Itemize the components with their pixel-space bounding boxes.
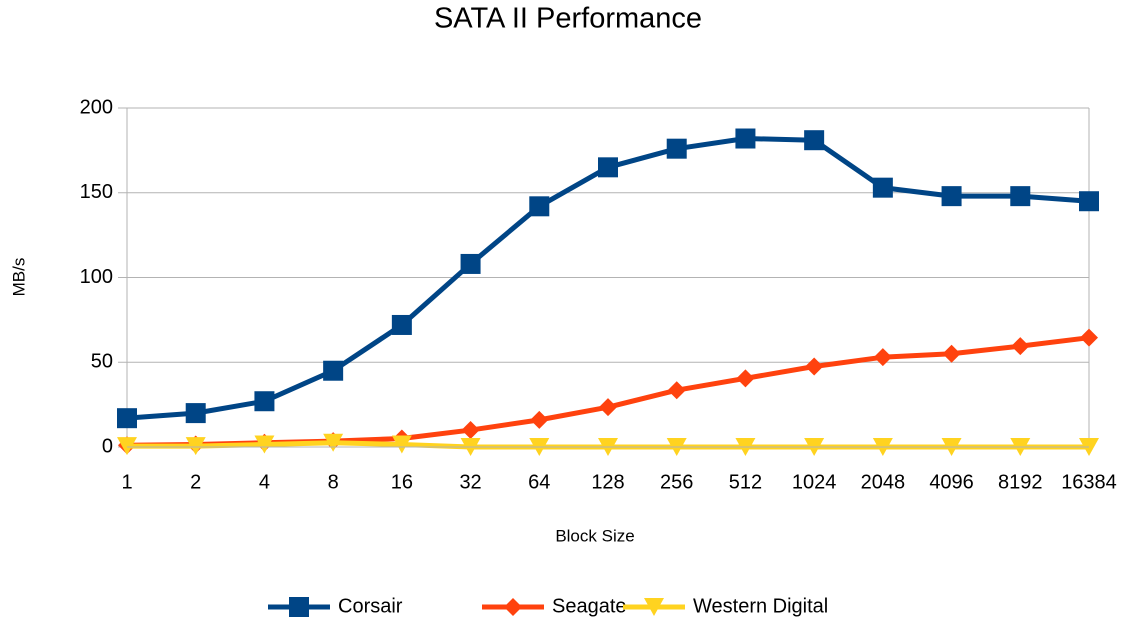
legend-marker: [289, 597, 309, 617]
x-tick-label: 8: [328, 471, 339, 493]
marker: [460, 253, 481, 274]
series: [117, 433, 1099, 456]
marker: [872, 177, 893, 198]
x-tick-label: 2048: [861, 471, 906, 493]
marker: [185, 403, 206, 424]
marker: [530, 410, 549, 429]
marker: [804, 130, 825, 151]
marker: [941, 186, 962, 207]
marker: [254, 435, 275, 454]
x-tick-label: 128: [591, 471, 624, 493]
x-tick-label: 512: [729, 471, 762, 493]
line: [126, 136, 1090, 421]
x-tick-label: 8192: [998, 471, 1043, 493]
marker: [942, 344, 961, 363]
legend-label: Western Digital: [693, 595, 828, 617]
marker: [529, 196, 550, 217]
x-tick-label: 2: [190, 471, 201, 493]
y-tick-label: 150: [80, 181, 113, 203]
x-tick-label: 64: [528, 471, 550, 493]
y-tick-label: 100: [80, 266, 113, 288]
marker: [598, 157, 618, 178]
marker: [323, 433, 344, 452]
x-tick-label: 32: [459, 471, 481, 493]
chart-title: SATA II Performance: [434, 3, 702, 35]
marker: [323, 360, 344, 381]
marker: [1011, 337, 1030, 356]
x-tick-label: 4096: [929, 471, 974, 493]
y-axis-label: MB/s: [9, 258, 28, 297]
marker: [599, 398, 617, 417]
legend-label: Seagate: [552, 595, 627, 617]
y-tick-label: 200: [80, 96, 113, 118]
marker: [735, 128, 756, 149]
marker: [1079, 191, 1099, 212]
series: [117, 128, 1099, 429]
x-tick-label: 4: [259, 471, 270, 493]
marker: [461, 421, 480, 440]
x-tick-label: 16384: [1061, 471, 1117, 493]
x-tick-label: 16: [391, 471, 413, 493]
marker: [736, 369, 755, 388]
x-tick-label: 1: [121, 471, 132, 493]
legend-marker: [644, 598, 664, 616]
marker: [1010, 186, 1031, 207]
marker: [1080, 328, 1098, 347]
y-tick-label: 50: [91, 351, 113, 373]
x-tick-label: 1024: [792, 471, 837, 493]
marker: [391, 314, 412, 335]
marker: [666, 138, 687, 159]
x-axis-label: Block Size: [555, 526, 634, 545]
marker: [873, 348, 892, 367]
marker: [185, 437, 206, 456]
legend-marker: [504, 598, 522, 616]
legend-label: Corsair: [338, 595, 403, 617]
marker: [117, 437, 137, 456]
x-tick-label: 256: [660, 471, 693, 493]
marker: [117, 408, 137, 429]
marker: [805, 357, 824, 376]
marker: [391, 435, 412, 454]
marker: [254, 391, 275, 412]
marker: [667, 381, 686, 400]
y-tick-label: 0: [102, 435, 113, 457]
